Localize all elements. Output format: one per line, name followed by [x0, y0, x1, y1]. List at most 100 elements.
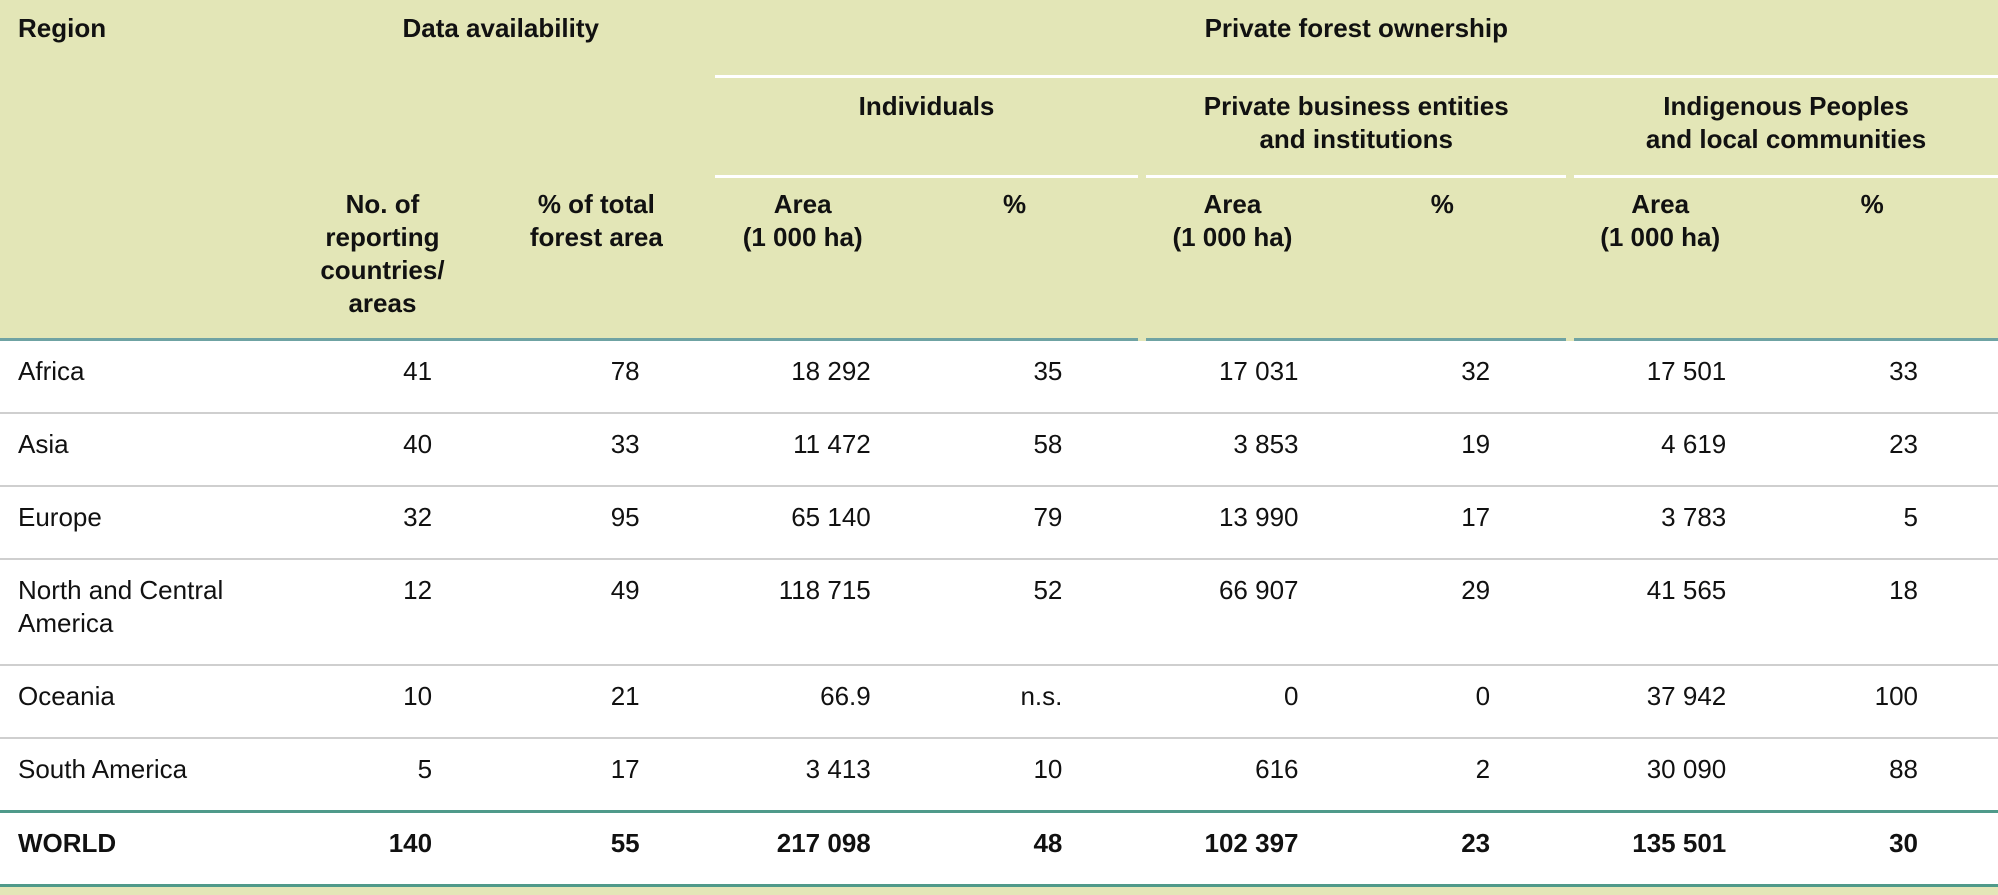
cell-ip-pct: 33: [1746, 338, 1998, 414]
table-row-europe: Europe 32 95 65 140 79 13 990 17 3 783 5: [0, 486, 1998, 560]
cell-region: South America: [0, 738, 287, 813]
header-indigenous: Indigenous Peoples and local communities: [1566, 78, 1998, 178]
cell-bus-pct: 2: [1318, 738, 1571, 813]
header-ip-area: Area (1 000 ha): [1566, 178, 1747, 340]
cell-bus-pct: 19: [1318, 413, 1571, 487]
table-row-africa: Africa 41 78 18 292 35 17 031 32 17 501 …: [0, 338, 1998, 414]
header-pct-forest: % of total forest area: [478, 178, 715, 340]
cell-ip-area: 17 501: [1570, 338, 1747, 414]
header-business: Private business entities and institutio…: [1138, 78, 1571, 178]
cell-region: WORLD: [0, 810, 287, 887]
header-num-line4: areas: [348, 288, 417, 318]
header-num-line3: countries/: [320, 255, 445, 285]
cell-num-countries: 10: [286, 665, 479, 739]
header-ind-pct: %: [890, 178, 1143, 340]
cell-bus-area: 3 853: [1142, 413, 1319, 487]
cell-ip-pct: 100: [1746, 665, 1998, 739]
cell-ind-area: 3 413: [714, 738, 891, 813]
cell-num-countries: 5: [286, 738, 479, 813]
cell-bus-pct: 0: [1318, 665, 1571, 739]
cell-num-countries: 12: [286, 559, 479, 666]
cell-bus-pct: 29: [1318, 559, 1571, 666]
cell-bus-area: 616: [1142, 738, 1319, 813]
header-ind-area-line1: Area: [773, 189, 832, 219]
table-row-asia: Asia 40 33 11 472 58 3 853 19 4 619 23: [0, 413, 1998, 487]
cell-ind-pct: 35: [890, 338, 1143, 414]
header-pct-forest-line2: forest area: [529, 222, 663, 252]
cell-ip-pct: 23: [1746, 413, 1998, 487]
cell-region: Europe: [0, 486, 287, 560]
cell-ip-area: 4 619: [1570, 413, 1747, 487]
header-data-availability: Data availability: [286, 0, 715, 178]
cell-ind-pct: 58: [890, 413, 1143, 487]
cell-ind-area: 66.9: [714, 665, 891, 739]
header-bus-area-line2: (1 000 ha): [1172, 222, 1293, 252]
cell-ind-area: 217 098: [714, 810, 891, 887]
header-ip-area-line2: (1 000 ha): [1600, 222, 1721, 252]
header-region: Region: [0, 0, 287, 340]
cell-ip-pct: 88: [1746, 738, 1998, 813]
table-row-south-america: South America 5 17 3 413 10 616 2 30 090…: [0, 738, 1998, 813]
cell-ip-area: 30 090: [1570, 738, 1747, 813]
cell-region-line2: America: [18, 608, 114, 638]
cell-ind-pct: 48: [890, 810, 1143, 887]
cell-pct-total: 95: [478, 486, 715, 560]
table-body: Africa 41 78 18 292 35 17 031 32 17 501 …: [0, 338, 1998, 887]
cell-ip-pct: 5: [1746, 486, 1998, 560]
cell-region: North and Central America: [0, 559, 287, 666]
table-row-oceania: Oceania 10 21 66.9 n.s. 0 0 37 942 100: [0, 665, 1998, 739]
cell-bus-pct: 17: [1318, 486, 1571, 560]
cell-ip-area: 37 942: [1570, 665, 1747, 739]
cell-pct-total: 78: [478, 338, 715, 414]
header-private-ownership: Private forest ownership: [714, 0, 1998, 78]
header-num-countries: No. of reporting countries/ areas: [286, 178, 479, 340]
table-header: Region Data availability Private forest …: [0, 0, 1998, 340]
cell-ind-area: 118 715: [714, 559, 891, 666]
header-pct-forest-line1: % of total: [537, 189, 655, 219]
cell-ip-area: 135 501: [1570, 810, 1747, 887]
cell-ip-area: 3 783: [1570, 486, 1747, 560]
cell-ind-area: 18 292: [714, 338, 891, 414]
cell-pct-total: 49: [478, 559, 715, 666]
cell-bus-area: 102 397: [1142, 810, 1319, 887]
table-row-north-central-america: North and Central America 12 49 118 715 …: [0, 559, 1998, 666]
header-ind-area-line2: (1 000 ha): [742, 222, 863, 252]
cell-bus-area: 17 031: [1142, 338, 1319, 414]
cell-ind-pct: 79: [890, 486, 1143, 560]
cell-pct-total: 21: [478, 665, 715, 739]
header-bus-area-line1: Area: [1203, 189, 1262, 219]
cell-bus-pct: 32: [1318, 338, 1571, 414]
cell-region-line1: North and Central: [18, 575, 224, 605]
header-individuals: Individuals: [714, 78, 1143, 178]
footer-band: [0, 887, 1998, 895]
header-indigenous-line2: and local communities: [1645, 124, 1927, 154]
header-ind-area: Area (1 000 ha): [714, 178, 891, 340]
cell-ind-area: 65 140: [714, 486, 891, 560]
header-num-line1: No. of: [345, 189, 420, 219]
cell-ind-pct: 10: [890, 738, 1143, 813]
table-row-world-total: WORLD 140 55 217 098 48 102 397 23 135 5…: [0, 810, 1998, 887]
header-bus-pct: %: [1318, 178, 1571, 340]
cell-pct-total: 33: [478, 413, 715, 487]
cell-region: Africa: [0, 338, 287, 414]
cell-num-countries: 32: [286, 486, 479, 560]
cell-bus-area: 0: [1142, 665, 1319, 739]
cell-num-countries: 41: [286, 338, 479, 414]
cell-ip-area: 41 565: [1570, 559, 1747, 666]
cell-ind-pct: 52: [890, 559, 1143, 666]
header-business-line2: and institutions: [1259, 124, 1454, 154]
cell-num-countries: 40: [286, 413, 479, 487]
cell-region: Asia: [0, 413, 287, 487]
cell-ip-pct: 30: [1746, 810, 1998, 887]
cell-num-countries: 140: [286, 810, 479, 887]
header-ip-area-line1: Area: [1631, 189, 1690, 219]
header-business-line1: Private business entities: [1203, 91, 1509, 121]
cell-ind-area: 11 472: [714, 413, 891, 487]
header-ip-pct: %: [1746, 178, 1998, 340]
cell-bus-area: 13 990: [1142, 486, 1319, 560]
header-indigenous-line1: Indigenous Peoples: [1663, 91, 1909, 121]
header-bus-area: Area (1 000 ha): [1138, 178, 1319, 340]
cell-bus-pct: 23: [1318, 810, 1571, 887]
